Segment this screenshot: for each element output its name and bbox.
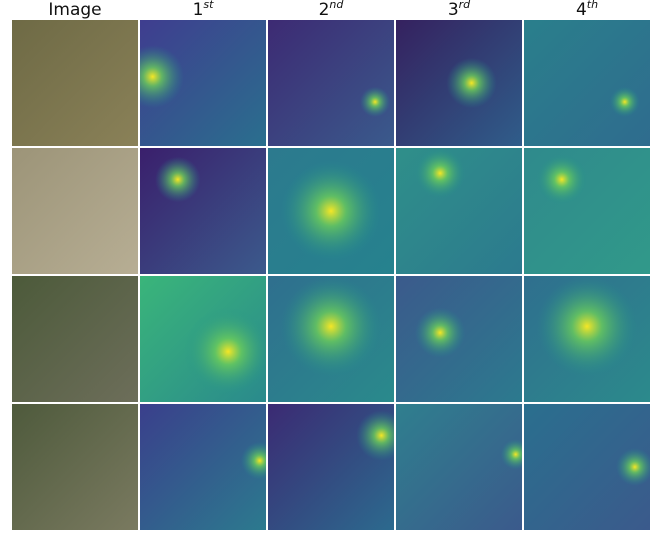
source-image	[12, 148, 138, 274]
attention-map	[140, 148, 266, 274]
header-superscript: rd	[459, 0, 472, 11]
column-header: 3rd	[448, 0, 471, 20]
attention-map	[396, 276, 522, 402]
attention-map	[140, 276, 266, 402]
column-header: Image	[48, 0, 101, 20]
header-label: 4	[576, 0, 587, 20]
column-header: 4th	[576, 0, 598, 20]
attention-map	[524, 404, 650, 530]
header-superscript: nd	[329, 0, 344, 11]
figure: Image 1st 2nd 3rd 4th	[0, 0, 668, 533]
header-label: 1	[193, 0, 204, 20]
attention-map	[524, 148, 650, 274]
attention-map	[140, 20, 266, 146]
attention-map	[396, 404, 522, 530]
attention-map	[396, 20, 522, 146]
column-header: 1st	[193, 0, 215, 20]
source-image	[12, 404, 138, 530]
attention-map	[268, 148, 394, 274]
source-image	[12, 276, 138, 402]
attention-map	[396, 148, 522, 274]
attention-map	[524, 20, 650, 146]
header-superscript: st	[203, 0, 214, 11]
column-header: 2nd	[319, 0, 345, 20]
attention-map	[268, 276, 394, 402]
header-label: Image	[48, 0, 101, 20]
source-image	[12, 20, 138, 146]
attention-map	[140, 404, 266, 530]
attention-map	[524, 276, 650, 402]
header-label: 3	[448, 0, 459, 20]
page: {"figure": {"columns": [ {"label": "Imag…	[0, 0, 668, 533]
header-label: 2	[319, 0, 330, 20]
attention-map	[268, 20, 394, 146]
header-superscript: th	[587, 0, 598, 11]
attention-map	[268, 404, 394, 530]
